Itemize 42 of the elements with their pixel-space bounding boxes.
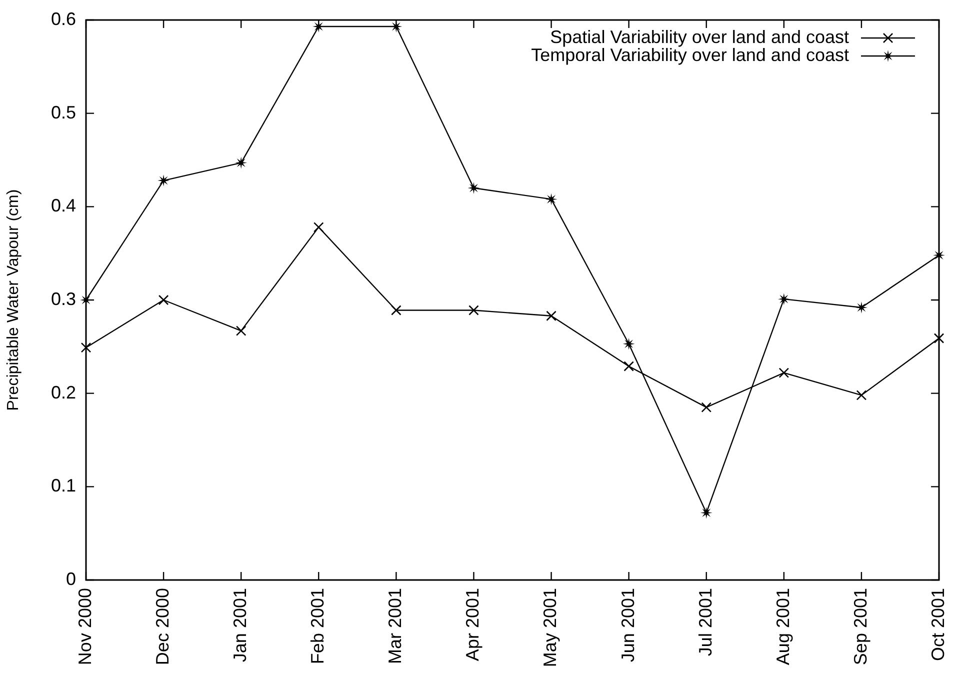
x-tick-label: Jan 2001 (230, 588, 250, 662)
x-tick-label: Dec 2000 (152, 588, 173, 666)
point (934, 333, 944, 344)
point (468, 305, 479, 316)
point (546, 310, 556, 322)
point (624, 361, 634, 372)
point (468, 182, 480, 194)
point (700, 506, 712, 519)
point (855, 301, 868, 314)
legend-label: Spatial Variability over land and coast (550, 26, 849, 47)
x-tick-label: Nov 2000 (74, 588, 95, 666)
x-tick-label: May 2001 (540, 588, 560, 668)
point (778, 293, 790, 306)
x-tick-label: Oct 2001 (928, 588, 948, 662)
point (313, 222, 324, 232)
x-tick-label: Jul 2001 (695, 588, 716, 656)
y-tick-label: 0.4 (50, 196, 76, 216)
point (545, 193, 558, 206)
y-tick-label: 0.2 (50, 382, 76, 402)
y-tick-label: 0.3 (50, 288, 76, 309)
x-tick-label: Aug 2001 (772, 588, 793, 666)
point (622, 338, 635, 350)
point (80, 342, 92, 353)
y-tick-label: 0.1 (50, 476, 76, 496)
point (80, 294, 92, 306)
point (391, 305, 402, 316)
point (235, 156, 248, 169)
point (158, 174, 170, 187)
x-tick-label: Apr 2001 (462, 588, 483, 662)
point (236, 326, 246, 336)
x-tick-label: Mar 2001 (385, 588, 406, 664)
x-tick-label: Jun 2001 (618, 588, 638, 662)
point (856, 390, 867, 400)
point (158, 294, 169, 306)
y-axis-title: Precipitable Water Vapour (cm) (5, 189, 22, 411)
y-tick-label: 0 (66, 568, 76, 589)
point (701, 402, 712, 412)
point (778, 368, 790, 378)
x-tick-label: Feb 2001 (308, 588, 328, 664)
y-tick-label: 0.5 (50, 102, 76, 122)
x-tick-label: Sep 2001 (850, 588, 870, 666)
y-tick-label: 0.6 (50, 8, 76, 29)
